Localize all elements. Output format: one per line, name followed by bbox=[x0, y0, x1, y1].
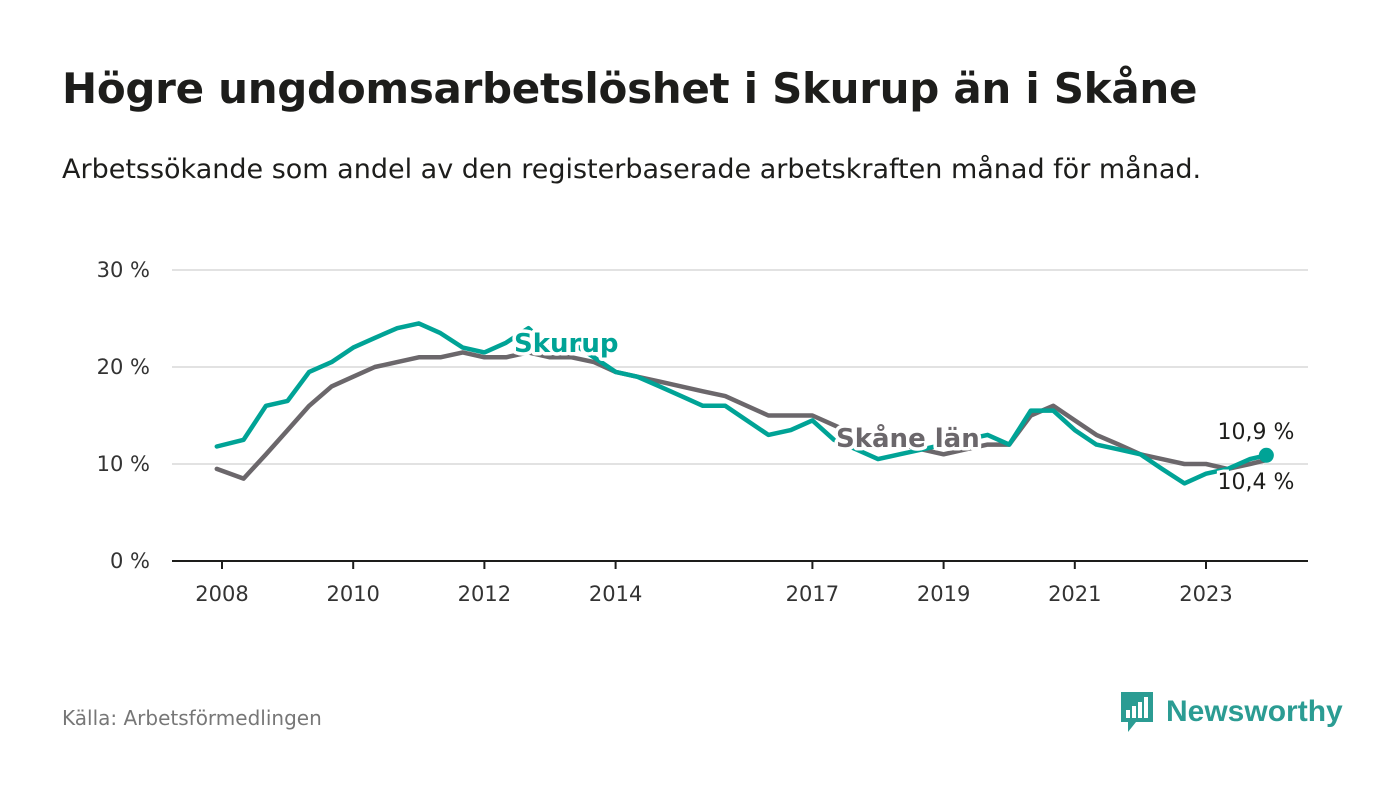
y-tick-label: 30 % bbox=[97, 258, 150, 282]
end-label-skane: 10,4 % bbox=[1218, 470, 1295, 495]
skurup-line bbox=[214, 321, 1269, 486]
y-tick-label: 20 % bbox=[97, 355, 150, 379]
newsworthy-logo-icon bbox=[1121, 692, 1153, 732]
x-tick-label: 2008 bbox=[195, 582, 248, 606]
y-axis-tick-labels: 0 % 10 % 20 % 30 % bbox=[97, 258, 150, 573]
chart-subtitle: Arbetssökande som andel av den registerb… bbox=[62, 154, 1202, 185]
chart-title: Högre ungdomsarbetslöshet i Skurup än i … bbox=[62, 64, 1198, 113]
y-tick-label: 0 % bbox=[110, 549, 150, 573]
newsworthy-logo: Newsworthy bbox=[1118, 690, 1343, 734]
x-tick-label: 2023 bbox=[1179, 582, 1232, 606]
x-tick-label: 2014 bbox=[589, 582, 642, 606]
y-tick-label: 10 % bbox=[97, 452, 150, 476]
x-axis: 2008 2010 2012 2014 2017 2019 2021 2023 bbox=[172, 560, 1308, 606]
x-tick-label: 2019 bbox=[917, 582, 970, 606]
source-note: Källa: Arbetsförmedlingen bbox=[62, 706, 322, 730]
grid-lines bbox=[172, 269, 1308, 465]
series-label-skurup: Skurup bbox=[514, 329, 618, 359]
series-labels: Skurup Skåne län 10,9 % 10,4 % bbox=[511, 326, 1298, 499]
x-tick-label: 2010 bbox=[326, 582, 379, 606]
x-tick-label: 2012 bbox=[458, 582, 511, 606]
skane-line bbox=[214, 350, 1269, 481]
newsworthy-brand-text: Newsworthy bbox=[1166, 695, 1343, 728]
x-tick-label: 2021 bbox=[1048, 582, 1101, 606]
skurup-end-dot bbox=[1258, 447, 1274, 463]
x-tick-label: 2017 bbox=[786, 582, 839, 606]
end-label-skurup: 10,9 % bbox=[1218, 420, 1295, 445]
series-label-skane: Skåne län bbox=[836, 422, 980, 454]
series-lines bbox=[214, 321, 1274, 486]
